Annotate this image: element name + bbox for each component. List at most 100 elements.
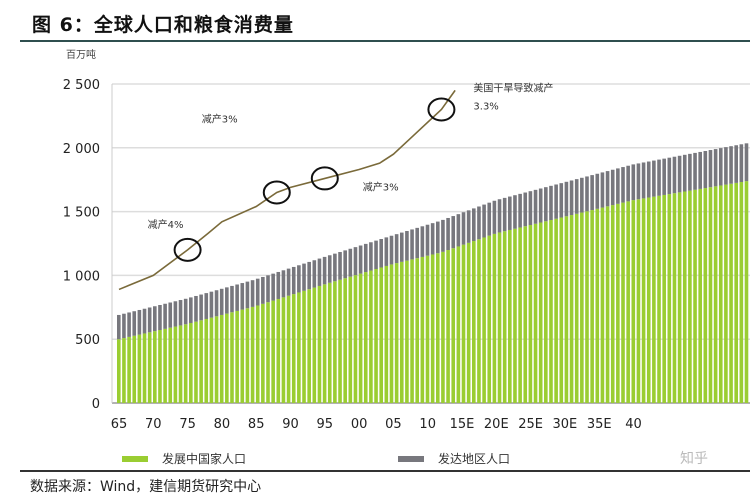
bar-developed bbox=[307, 261, 311, 290]
bar-developing bbox=[435, 253, 440, 403]
bar-developed bbox=[302, 263, 306, 291]
bar-developed bbox=[729, 146, 733, 184]
annotation-circle bbox=[427, 97, 456, 122]
bar-developed bbox=[209, 291, 214, 318]
bar-developed bbox=[420, 226, 425, 257]
bar-developed bbox=[374, 240, 378, 270]
bar-developing bbox=[456, 246, 461, 403]
annotation-circle bbox=[310, 166, 339, 191]
bar-developed bbox=[410, 229, 414, 260]
bar-developing bbox=[605, 206, 610, 403]
legend-item-developed: 发达地区人口 bbox=[398, 450, 510, 467]
bar-developing bbox=[291, 294, 296, 403]
bar-developing bbox=[297, 292, 301, 403]
bar-developing bbox=[461, 244, 466, 403]
bar-developing bbox=[194, 321, 198, 403]
bar-developed bbox=[703, 150, 708, 189]
bar-developed bbox=[677, 155, 682, 193]
bar-developing bbox=[255, 305, 260, 403]
bar-developed bbox=[621, 167, 625, 203]
bar-developed bbox=[261, 276, 265, 304]
bar-developed bbox=[137, 309, 142, 335]
legend-label: 发展中国家人口 bbox=[162, 452, 247, 466]
bar-developing bbox=[363, 272, 368, 403]
bar-developing bbox=[343, 278, 347, 403]
bar-developing bbox=[219, 314, 224, 403]
bar-developed bbox=[646, 161, 651, 198]
bar-developed bbox=[153, 306, 157, 332]
x-tick-label: 70 bbox=[145, 417, 162, 432]
bar-developed bbox=[353, 247, 358, 276]
bar-developed bbox=[595, 173, 600, 209]
bar-developing bbox=[271, 300, 275, 403]
bar-developing bbox=[430, 254, 435, 403]
y-axis-unit: 百万吨 bbox=[66, 50, 96, 61]
bar-developed bbox=[425, 224, 430, 256]
annotation-label: 减产4% bbox=[148, 218, 184, 231]
bar-developing bbox=[209, 317, 214, 403]
bar-developed bbox=[456, 214, 461, 247]
bar-developed bbox=[698, 151, 702, 189]
bar-developing bbox=[225, 313, 229, 403]
bar-developing bbox=[168, 327, 173, 403]
bar-developed bbox=[338, 252, 342, 280]
bar-developing bbox=[132, 335, 137, 403]
bar-developing bbox=[595, 208, 600, 403]
legend-label: 发达地区人口 bbox=[438, 452, 511, 466]
bar-developing bbox=[744, 181, 749, 403]
bar-developing bbox=[482, 237, 486, 403]
bar-developing bbox=[682, 191, 687, 403]
x-tick-label: 30E bbox=[553, 417, 578, 432]
bar-developing bbox=[415, 258, 420, 403]
bar-developed bbox=[147, 307, 152, 333]
bar-developing bbox=[384, 265, 389, 403]
bar-developing bbox=[487, 235, 492, 403]
annotation-circle bbox=[173, 237, 202, 262]
bar-developed bbox=[708, 150, 713, 188]
bar-developed bbox=[497, 199, 502, 233]
footer-divider bbox=[20, 470, 750, 472]
annotation-label: 减产3% bbox=[363, 180, 399, 193]
bar-developed bbox=[492, 200, 497, 234]
bar-developing bbox=[369, 270, 373, 403]
bar-developed bbox=[158, 305, 162, 331]
bar-developed bbox=[739, 144, 744, 183]
bar-developed bbox=[477, 206, 481, 240]
bar-developed bbox=[713, 149, 718, 187]
bar-developed bbox=[657, 159, 661, 196]
bar-developed bbox=[590, 175, 594, 211]
legend-swatch bbox=[398, 455, 424, 462]
bar-developed bbox=[415, 227, 420, 259]
bar-developed bbox=[317, 258, 322, 286]
bar-developing bbox=[508, 229, 512, 403]
legend-swatch bbox=[122, 455, 148, 462]
bar-developing bbox=[441, 251, 445, 403]
bar-developing bbox=[652, 196, 656, 403]
bar-developing bbox=[333, 281, 337, 403]
bar-developing bbox=[189, 322, 193, 403]
bar-developed bbox=[219, 288, 224, 315]
bar-developed bbox=[322, 256, 327, 285]
bar-developing bbox=[585, 211, 589, 403]
x-tick-label: 15E bbox=[450, 417, 475, 432]
bar-developed bbox=[291, 266, 296, 295]
y-tick-label: 1 000 bbox=[63, 269, 100, 284]
bar-developed bbox=[513, 195, 517, 229]
x-tick-label: 90 bbox=[282, 417, 299, 432]
bar-developed bbox=[327, 255, 332, 283]
consumption-line bbox=[118, 89, 456, 291]
bar-developing bbox=[122, 338, 126, 403]
bar-developed bbox=[538, 188, 543, 223]
bar-developing bbox=[549, 220, 553, 403]
bar-developing bbox=[322, 284, 327, 403]
bar-developing bbox=[621, 202, 625, 403]
bar-developing bbox=[338, 279, 342, 403]
bar-developed bbox=[616, 168, 620, 204]
annotation-circle bbox=[262, 180, 291, 205]
legend-item-developing: 发展中国家人口 bbox=[122, 450, 246, 467]
bar-developed bbox=[214, 290, 219, 317]
bar-developed bbox=[142, 308, 147, 334]
bar-developed bbox=[605, 171, 610, 207]
bar-developing bbox=[580, 212, 584, 403]
bar-developed bbox=[389, 235, 394, 265]
